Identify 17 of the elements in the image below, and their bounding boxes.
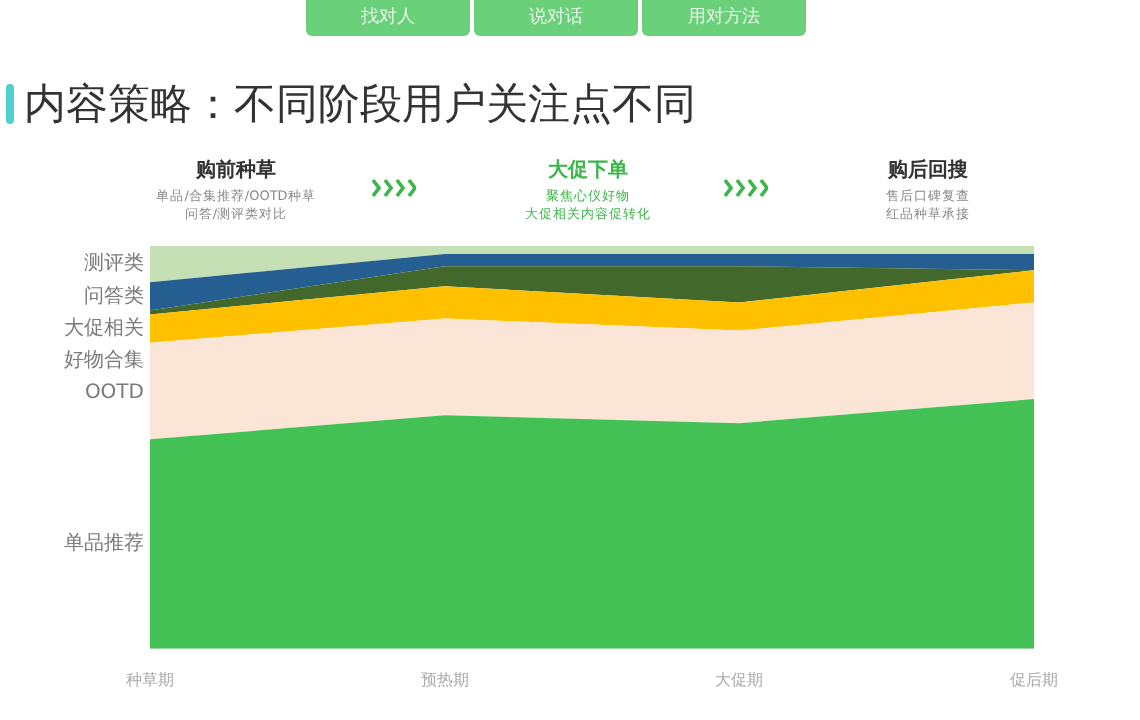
series-label: 好物合集 — [64, 347, 144, 372]
text: 用对方法 — [642, 0, 806, 36]
chart-title: 内容策略：不同阶段用户关注点不同 — [24, 78, 696, 132]
text: 找对人 — [306, 0, 470, 36]
text: 大促下单 — [546, 157, 630, 184]
x-tick-label: 预热期 — [420, 670, 469, 689]
text: 说对话 — [474, 0, 638, 36]
series-label: 大促相关 — [64, 315, 144, 340]
series-label: OOTD — [84, 381, 145, 404]
series-label: 问答类 — [84, 283, 144, 308]
x-tick-label: 促后期 — [1010, 670, 1058, 689]
series-label: 单品推荐 — [64, 531, 144, 556]
x-tick-label: 大促期 — [715, 670, 764, 689]
series-label: 测评类 — [84, 251, 144, 276]
text: 购后回搜 — [886, 157, 970, 184]
text: 购前种草 — [194, 157, 278, 184]
x-tick-label: 种草期 — [126, 670, 174, 689]
